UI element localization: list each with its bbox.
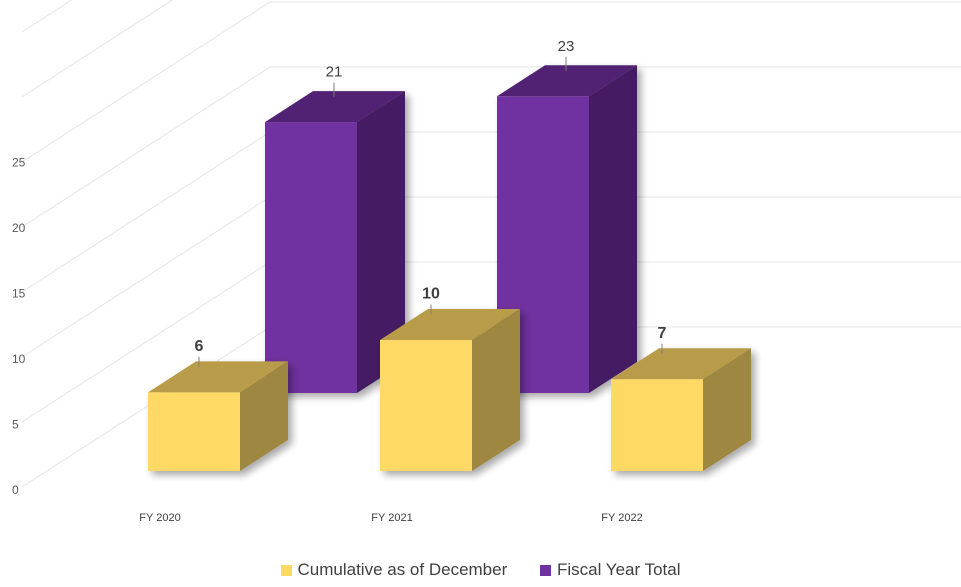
bar-cumulative-top (148, 361, 288, 393)
bar-cumulative (380, 309, 520, 471)
gridline-diagonal (21, 326, 271, 488)
data-label-fiscal-year-total: 23 (558, 38, 575, 55)
bar-cumulative-side (703, 348, 751, 471)
bar-cumulative (611, 348, 751, 471)
gridline-diagonal (21, 131, 271, 293)
bar-fiscal-year-total-side (589, 65, 637, 394)
bar-cumulative-front (611, 379, 703, 471)
bar-cumulative-front (380, 340, 472, 471)
y-tick-label: 25 (12, 156, 26, 170)
bar-cumulative-top (611, 348, 751, 380)
gridline-diagonal (21, 196, 271, 358)
y-axis: 0 5 10 15 20 25 (12, 156, 26, 498)
gridline-diagonal (21, 66, 271, 228)
x-tick-label: FY 2022 (601, 512, 642, 524)
y-tick-label: 15 (12, 287, 26, 301)
y-tick-label: 20 (12, 221, 26, 235)
cumulative-series: 6 10 7 (148, 286, 751, 471)
y-tick-label: 10 (12, 352, 26, 366)
legend-item-fiscal-year-total: Fiscal Year Total (540, 560, 680, 580)
bar-cumulative-side (240, 361, 288, 471)
fiscal-year-total-series: 21 23 (265, 38, 637, 394)
y-tick-label: 0 (12, 483, 19, 497)
gridline-diagonal (21, 261, 271, 423)
data-label-fiscal-year-total: 21 (326, 64, 343, 81)
gridline-diagonal (21, 0, 174, 98)
x-tick-label: FY 2020 (139, 512, 180, 524)
gridline-diagonal (21, 1, 271, 163)
legend-item-cumulative: Cumulative as of December (280, 560, 508, 580)
bar-fiscal-year-total-top (265, 91, 405, 123)
x-axis: FY 2020 FY 2021 FY 2022 (139, 512, 642, 524)
bar-cumulative (148, 361, 288, 471)
y-tick-label: 5 (12, 418, 19, 432)
x-tick-label: FY 2021 (371, 512, 412, 524)
data-label-cumulative: 10 (422, 286, 440, 303)
legend-swatch-fiscal-year-total (540, 564, 551, 576)
bar-fiscal-year-total (265, 91, 405, 393)
bar-fiscal-year-total-front (265, 122, 357, 393)
legend-label-cumulative: Cumulative as of December (297, 560, 508, 579)
data-label-cumulative: 7 (658, 325, 667, 342)
data-label-cumulative: 6 (195, 338, 204, 355)
legend: Cumulative as of December Fiscal Year To… (0, 560, 961, 581)
bar-cumulative-side (472, 309, 520, 471)
bar-fiscal-year-total-side (357, 91, 405, 393)
legend-swatch-cumulative (280, 564, 292, 576)
bar-cumulative-front (148, 392, 240, 471)
bar-cumulative-top (380, 309, 520, 340)
gridline-diagonal (21, 0, 73, 33)
legend-label-fiscal-year-total: Fiscal Year Total (557, 560, 681, 579)
bar-fiscal-year-total-top (497, 65, 637, 97)
